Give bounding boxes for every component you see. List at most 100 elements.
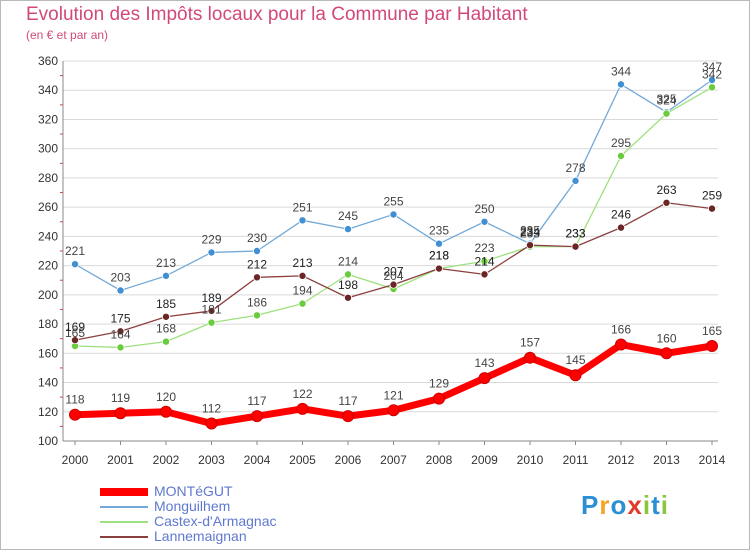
legend-item: MONTéGUT xyxy=(100,483,400,499)
data-label: 263 xyxy=(656,183,676,197)
x-tick-label: 2010 xyxy=(517,453,544,467)
data-label: 175 xyxy=(110,311,130,325)
data-point xyxy=(342,410,354,423)
data-point xyxy=(615,338,627,351)
data-label: 234 xyxy=(520,225,540,239)
data-label: 246 xyxy=(611,208,631,222)
y-tick-label: 260 xyxy=(38,200,58,214)
data-point xyxy=(662,109,671,118)
data-point xyxy=(389,280,398,289)
data-point xyxy=(114,407,127,420)
data-label: 278 xyxy=(565,161,585,175)
legend-swatch xyxy=(100,536,148,538)
data-label: 121 xyxy=(383,388,403,402)
proxiti-logo: Proxiti xyxy=(581,490,669,521)
x-tick-label: 2011 xyxy=(563,453,589,467)
data-label: 207 xyxy=(383,265,403,279)
data-label: 233 xyxy=(520,227,540,241)
data-label: 295 xyxy=(611,136,631,150)
data-label: 223 xyxy=(474,241,494,255)
y-tick-label: 340 xyxy=(38,83,58,97)
legend-item: Castex-d'Armagnac xyxy=(100,513,400,529)
data-point xyxy=(662,198,671,207)
data-label: 218 xyxy=(429,249,449,263)
y-tick-label: 100 xyxy=(38,434,58,448)
data-label: 185 xyxy=(156,297,176,311)
data-label: 181 xyxy=(201,303,221,317)
x-tick-label: 2005 xyxy=(289,453,316,467)
data-label: 324 xyxy=(656,94,676,108)
data-label: 214 xyxy=(474,254,494,268)
data-label: 165 xyxy=(65,326,85,340)
data-point xyxy=(207,306,216,315)
chart-title: Evolution des Impôts locaux pour la Comm… xyxy=(26,4,528,25)
data-label: 166 xyxy=(611,323,631,337)
x-tick-label: 2014 xyxy=(699,453,726,467)
y-tick-label: 180 xyxy=(38,317,58,331)
data-point xyxy=(571,176,580,185)
data-point xyxy=(160,405,172,418)
logo-letter: P xyxy=(581,490,600,520)
data-label: 117 xyxy=(338,394,357,408)
data-point xyxy=(660,347,673,360)
series-lines xyxy=(69,76,718,430)
data-label: 112 xyxy=(202,401,221,415)
data-label: 233 xyxy=(565,227,585,241)
data-point xyxy=(161,337,170,346)
data-label: 120 xyxy=(156,390,176,404)
data-point xyxy=(571,242,580,251)
data-point xyxy=(205,417,218,430)
data-point xyxy=(706,340,718,352)
data-point xyxy=(434,239,443,248)
y-tick-label: 300 xyxy=(38,142,58,156)
data-label: 143 xyxy=(474,356,494,370)
data-labels: 221 203 213 229 230 251 245 255 235 250 235 278 344 3… xyxy=(65,60,722,415)
y-tick-label: 200 xyxy=(38,288,58,302)
y-tick-label: 240 xyxy=(38,229,58,243)
legend-swatch xyxy=(100,488,148,496)
x-tick-label: 2013 xyxy=(653,453,680,467)
data-point xyxy=(161,271,170,280)
data-label: 122 xyxy=(292,387,312,401)
data-label: 198 xyxy=(338,278,358,292)
data-point xyxy=(433,392,445,405)
data-label: 119 xyxy=(111,391,130,405)
data-point xyxy=(617,223,626,232)
data-point xyxy=(343,225,352,234)
x-tick-label: 2006 xyxy=(335,453,362,467)
data-label: 255 xyxy=(383,194,403,208)
data-label: 229 xyxy=(201,232,221,246)
data-label: 213 xyxy=(292,256,312,270)
data-point xyxy=(251,410,263,423)
chart-subtitle: (en € et par an) xyxy=(26,28,109,42)
data-label: 235 xyxy=(429,224,449,238)
data-point xyxy=(116,327,125,336)
data-point xyxy=(387,404,400,417)
y-tick-label: 360 xyxy=(38,54,58,68)
data-label: 342 xyxy=(702,67,722,81)
y-tick-label: 280 xyxy=(38,171,58,185)
data-point xyxy=(343,293,352,302)
legend-swatch xyxy=(100,521,148,523)
x-tick-label: 2009 xyxy=(471,453,498,467)
data-label: 218 xyxy=(429,249,449,263)
data-label: 230 xyxy=(247,231,267,245)
data-point xyxy=(69,408,81,421)
data-point xyxy=(298,299,307,308)
data-point xyxy=(252,311,261,320)
data-label: 203 xyxy=(110,270,130,284)
data-point xyxy=(480,257,489,266)
legend-label: Castex-d'Armagnac xyxy=(154,513,277,529)
legend-label: MONTéGUT xyxy=(154,483,233,499)
data-point xyxy=(480,270,489,279)
data-label: 259 xyxy=(702,189,722,203)
logo-letter: r xyxy=(599,490,611,520)
logo-letter: i xyxy=(642,490,652,520)
data-point xyxy=(389,210,398,219)
data-label: 250 xyxy=(474,202,494,216)
y-tick-label: 120 xyxy=(38,405,58,419)
logo-letter: t xyxy=(651,490,661,520)
data-point xyxy=(434,264,443,273)
data-point xyxy=(71,336,80,345)
grid-lines xyxy=(63,60,718,442)
